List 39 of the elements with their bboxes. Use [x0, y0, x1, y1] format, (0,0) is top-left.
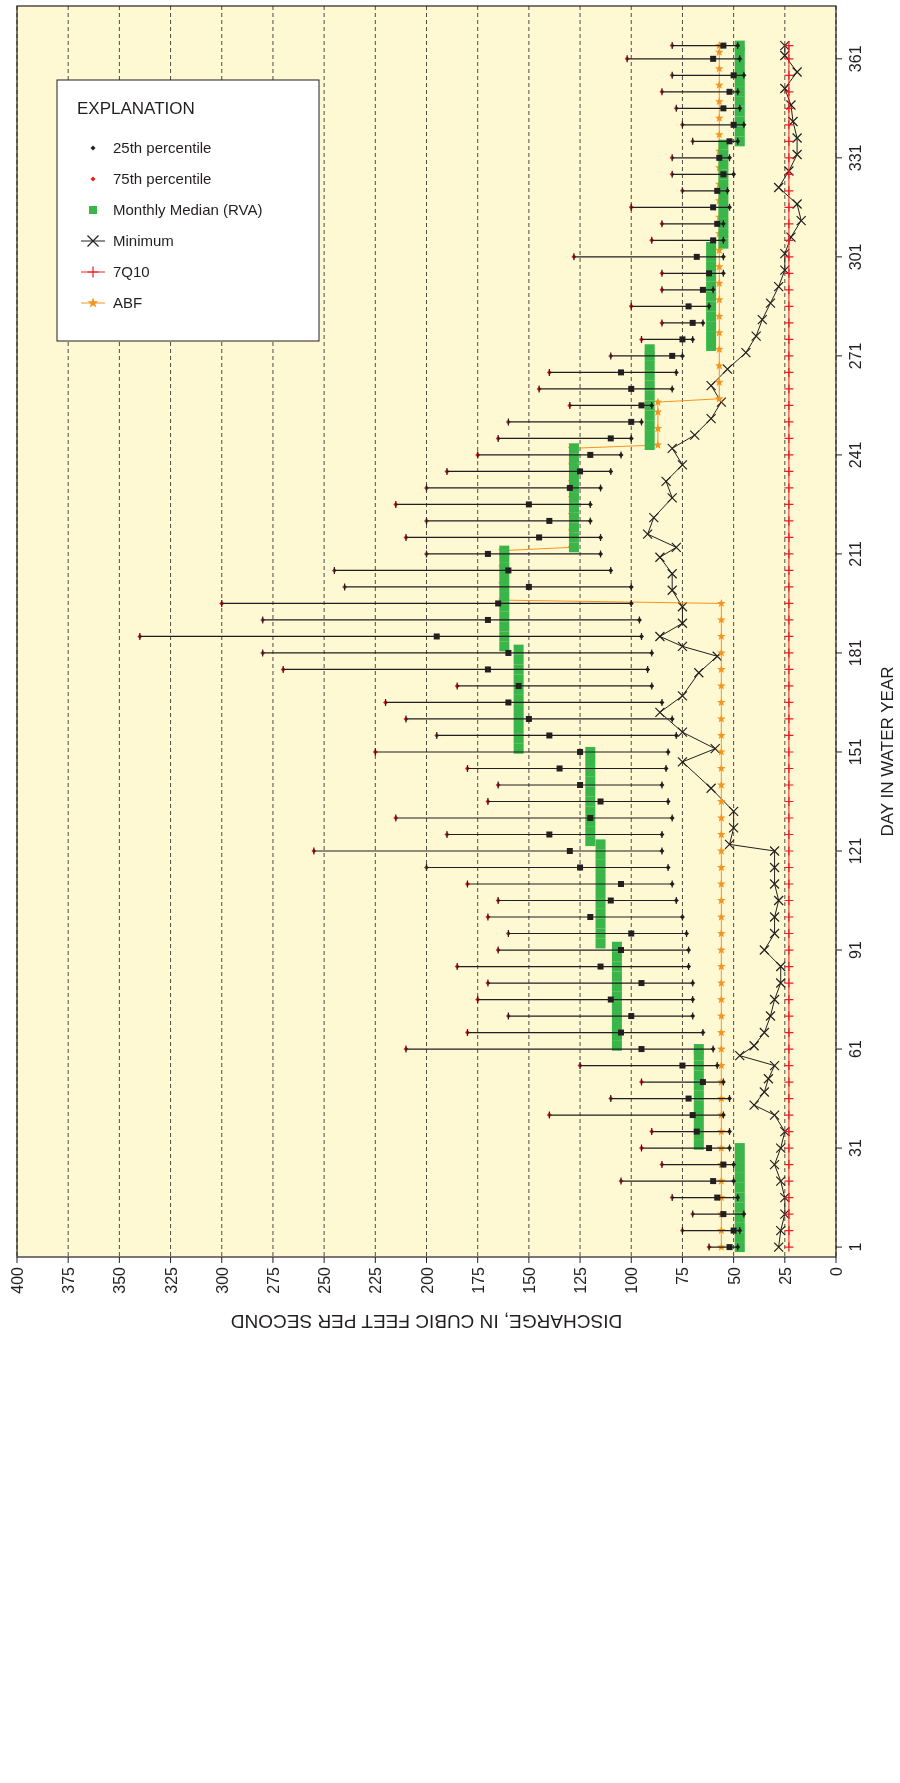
y-tick-label: 331	[847, 144, 864, 172]
x-tick-label: 100	[623, 1266, 641, 1294]
x-tick-label: 75	[674, 1266, 692, 1285]
y-tick-label: 1	[847, 1242, 864, 1252]
x-tick-label: 0	[828, 1266, 845, 1276]
y-tick-label: 61	[847, 1040, 864, 1058]
legend-label: 7Q10	[113, 263, 150, 280]
y-tick-label: 361	[847, 45, 864, 73]
legend-label: Monthly Median (RVA)	[113, 201, 263, 218]
y-axis-title: DAY IN WATER YEAR	[878, 666, 897, 837]
x-tick-label: 225	[367, 1266, 385, 1294]
x-tick-label: 375	[60, 1266, 78, 1294]
x-axis-title: DISCHARGE, IN CUBIC FEET PER SECOND	[230, 1311, 623, 1332]
x-tick-label: 125	[572, 1266, 590, 1294]
x-tick-label: 350	[111, 1266, 129, 1294]
x-tick-label: 150	[520, 1266, 538, 1294]
x-tick-label: 275	[264, 1266, 282, 1294]
legend-title: EXPLANATION	[77, 99, 195, 118]
x-tick-label: 400	[9, 1266, 26, 1294]
x-tick-label: 325	[162, 1266, 180, 1294]
legend-label: Minimum	[113, 232, 174, 249]
x-tick-label: 50	[725, 1266, 743, 1285]
y-tick-label: 151	[847, 738, 864, 766]
legend-label: 75th percentile	[113, 170, 212, 187]
legend-label: 25th percentile	[113, 139, 212, 156]
y-tick-label: 271	[847, 342, 864, 370]
y-tick-label: 91	[847, 941, 864, 959]
legend-label: ABF	[113, 294, 143, 311]
y-tick-label: 121	[847, 837, 864, 865]
x-tick-label: 200	[418, 1266, 436, 1294]
y-tick-label: 301	[847, 243, 864, 271]
y-tick-label: 211	[847, 541, 864, 567]
x-tick-label: 25	[776, 1266, 794, 1285]
y-tick-label: 181	[847, 639, 864, 667]
x-tick-label: 250	[316, 1266, 334, 1294]
y-tick-label: 31	[847, 1139, 864, 1157]
x-tick-label: 300	[213, 1266, 231, 1294]
x-tick-label: 175	[469, 1266, 487, 1294]
y-tick-label: 241	[847, 441, 864, 469]
